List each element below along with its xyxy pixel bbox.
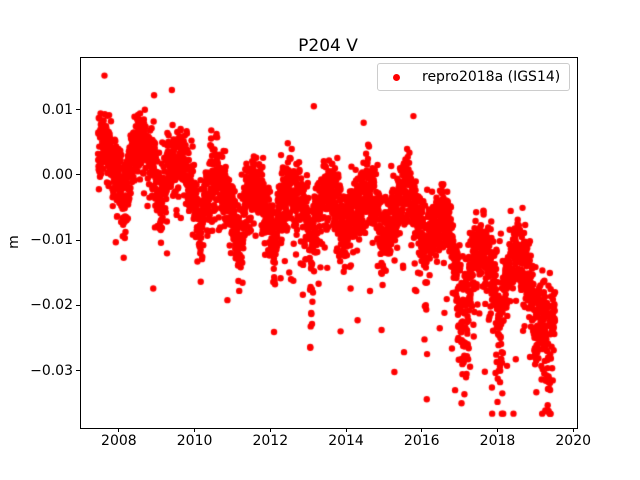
plot-area: repro2018a (IGS14) — [80, 57, 578, 429]
y-tick-mark — [76, 304, 80, 306]
x-tick-mark — [194, 428, 196, 432]
y-tick-mark — [76, 109, 80, 111]
chart-title: P204 V — [298, 36, 358, 56]
y-tick-label: −0.03 — [30, 362, 73, 379]
y-tick-label: 0.01 — [41, 101, 73, 118]
legend-label: repro2018a (IGS14) — [422, 69, 561, 85]
x-tick-mark — [118, 428, 120, 432]
x-tick-label: 2020 — [555, 433, 592, 449]
legend-marker-icon — [393, 73, 400, 81]
x-tick-label: 2016 — [403, 433, 440, 449]
x-tick-mark — [345, 428, 347, 432]
x-tick-label: 2018 — [479, 433, 516, 449]
x-tick-label: 2008 — [101, 433, 137, 449]
x-tick-label: 2010 — [176, 433, 213, 449]
legend: repro2018a (IGS14) — [377, 63, 570, 91]
x-tick-mark — [572, 428, 574, 432]
y-tick-mark — [76, 174, 80, 176]
x-tick-mark — [269, 428, 271, 432]
x-tick-mark — [421, 428, 423, 432]
x-tick-label: 2012 — [252, 433, 289, 449]
x-tick-mark — [496, 428, 498, 432]
y-tick-label: 0.00 — [41, 166, 73, 183]
y-tick-mark — [76, 370, 80, 372]
y-tick-label: −0.02 — [30, 297, 73, 314]
y-tick-mark — [76, 239, 80, 241]
x-tick-label: 2014 — [328, 433, 364, 449]
y-tick-label: −0.01 — [30, 232, 73, 249]
scatter-points-canvas — [81, 58, 577, 428]
